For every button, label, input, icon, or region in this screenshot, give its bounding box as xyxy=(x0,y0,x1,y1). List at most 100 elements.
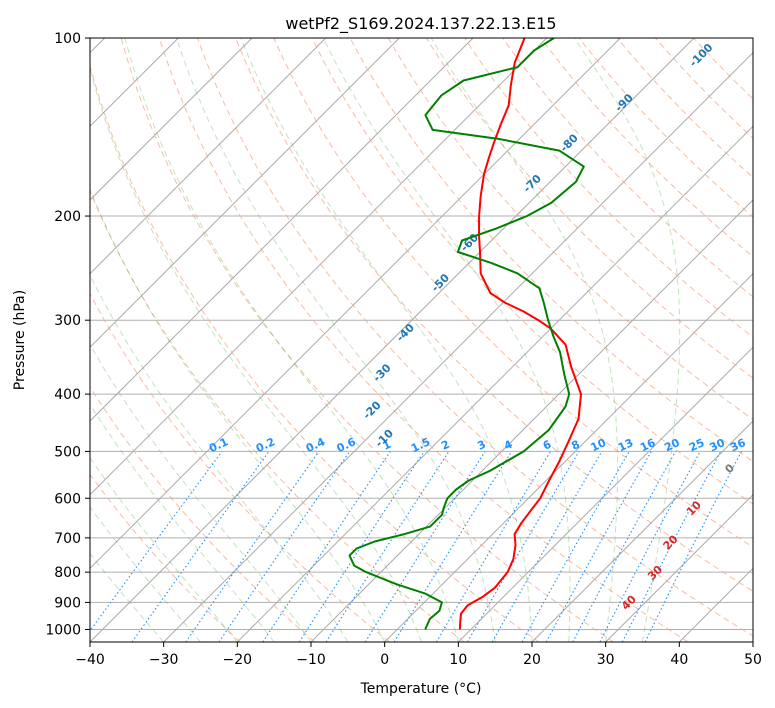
x-axis: −40 −30 −20 −10 0 10 20 30 40 50 xyxy=(75,642,762,668)
dry-adiabat-line xyxy=(158,38,689,642)
dry-adiabat-line xyxy=(235,38,753,592)
mixing-ratio-line xyxy=(325,451,450,642)
dry-adiabat-line xyxy=(90,64,540,642)
moist-adiabat-line xyxy=(240,38,533,642)
isotherm-line xyxy=(90,38,621,570)
mixing-ratio-line xyxy=(491,451,603,642)
mixing-ratio-line xyxy=(90,451,223,632)
dry-adiabat-line xyxy=(655,38,753,139)
x-tick-label: −40 xyxy=(75,652,105,668)
dry-adiabat-line xyxy=(90,189,465,642)
dry-adiabat-line xyxy=(693,38,753,100)
isotherm-line xyxy=(90,38,695,642)
dry-adiabat-label: 40 xyxy=(619,593,639,613)
y-axis: 100 200 300 400 500 600 700 800 900 1000 xyxy=(45,31,90,638)
isohume-label: -90 xyxy=(613,91,636,114)
dry-adiabat-line xyxy=(120,38,614,642)
x-tick-label: 40 xyxy=(670,652,688,668)
moist-adiabat-line xyxy=(90,457,238,642)
mixing-ratio-label: 0.6 xyxy=(335,435,358,455)
y-tick-label: 500 xyxy=(54,444,81,460)
profile-lines xyxy=(348,38,585,630)
x-tick-label: −10 xyxy=(296,652,326,668)
mixing-ratio-line xyxy=(393,451,513,642)
mixing-ratio-line xyxy=(364,451,486,642)
mixing-ratio-line xyxy=(467,451,580,642)
mixing-ratio-line xyxy=(131,451,270,642)
x-tick-label: 50 xyxy=(744,652,762,668)
moist-adiabat-line xyxy=(573,38,681,642)
y-tick-label: 600 xyxy=(54,491,81,507)
x-tick-label: −30 xyxy=(149,652,179,668)
moist-adiabat-line xyxy=(90,403,275,642)
isotherm-line xyxy=(90,38,400,349)
mixing-ratio-label: 3 xyxy=(475,438,487,453)
line-labels: 0.1 0.2 0.4 0.6 1 1.5 2 3 4 6 8 10 13 16 20 25 30 36-100-… xyxy=(207,41,748,613)
y-tick-label: 900 xyxy=(54,595,81,611)
moist-adiabat-line xyxy=(90,506,201,642)
moist-adiabat-line xyxy=(90,274,349,642)
background-lines xyxy=(90,38,753,642)
isotherm-line xyxy=(90,38,474,422)
mixing-ratio-line xyxy=(572,451,676,642)
isohume-label: -100 xyxy=(687,41,716,70)
mixing-ratio-line xyxy=(521,451,630,642)
dry-adiabat-line xyxy=(425,38,753,379)
isotherm-line xyxy=(90,38,253,201)
mixing-ratio-label: 36 xyxy=(728,436,748,454)
mixing-ratio-line xyxy=(435,451,552,642)
mixing-ratio-label: 0.1 xyxy=(207,435,230,455)
isohume-label: -30 xyxy=(370,361,393,384)
mixing-ratio-label: 6 xyxy=(541,438,554,453)
dry-adiabat-line xyxy=(273,38,753,548)
mixing-ratio-label: 8 xyxy=(569,438,581,453)
isotherm-line xyxy=(678,567,753,642)
dry-adiabat-line xyxy=(311,38,753,505)
mixing-ratio-label: 2 xyxy=(439,438,451,453)
dry-adiabat-line xyxy=(90,473,241,642)
mixing-ratio-label: 10 xyxy=(589,436,609,454)
dry-adiabat-label: 30 xyxy=(645,563,665,583)
moist-adiabat-line xyxy=(90,343,312,642)
dewpoint-profile-line xyxy=(348,38,585,630)
moist-adiabat-line xyxy=(430,38,619,642)
x-tick-label: −20 xyxy=(223,652,253,668)
moist-adiabat-line xyxy=(124,38,459,642)
isohume-label: -40 xyxy=(394,321,417,344)
isotherm-line xyxy=(752,641,753,642)
dry-adiabat-line xyxy=(464,38,753,338)
isotherm-line xyxy=(384,272,753,642)
dry-adiabat-line xyxy=(197,38,753,637)
plot-frame xyxy=(89,37,754,643)
chart-title: wetPf2_S169.2024.137.22.13.E15 xyxy=(285,14,556,34)
x-tick-label: 20 xyxy=(523,652,541,668)
y-tick-label: 400 xyxy=(54,387,81,403)
dry-adiabat-line xyxy=(616,38,753,179)
isotherm-line xyxy=(531,420,753,642)
isotherm-line xyxy=(236,125,753,642)
plot-area: 0.1 0.2 0.4 0.6 1 1.5 2 3 4 6 8 10 13 16 20 25 30 36-100-… xyxy=(90,38,753,642)
x-tick-label: 10 xyxy=(449,652,467,668)
mixing-ratio-label: 0.4 xyxy=(304,435,327,455)
dry-adiabat-line xyxy=(502,38,753,298)
isotherm-line xyxy=(90,38,548,496)
isotherm-line xyxy=(90,38,327,275)
x-tick-label: 0 xyxy=(380,652,389,668)
y-tick-label: 300 xyxy=(54,313,81,329)
isohume-label: -20 xyxy=(360,398,383,421)
moist-adiabat-line xyxy=(176,38,496,642)
x-axis-title: Temperature (°C) xyxy=(360,681,482,697)
moist-adiabat-line xyxy=(322,38,571,642)
y-tick-label: 800 xyxy=(54,565,81,581)
y-tick-label: 700 xyxy=(54,531,81,547)
isotherm-line xyxy=(163,51,753,642)
dry-adiabat-line xyxy=(387,38,753,421)
moist-adiabat-line xyxy=(90,187,386,642)
mixing-ratio-label: 13 xyxy=(616,436,635,454)
mixing-ratio-label: 30 xyxy=(708,436,728,454)
isohume-label: -50 xyxy=(429,271,452,294)
dry-adiabat-line xyxy=(90,385,316,642)
mixing-ratio-label: 20 xyxy=(662,436,682,454)
x-tick-label: 30 xyxy=(597,652,615,668)
